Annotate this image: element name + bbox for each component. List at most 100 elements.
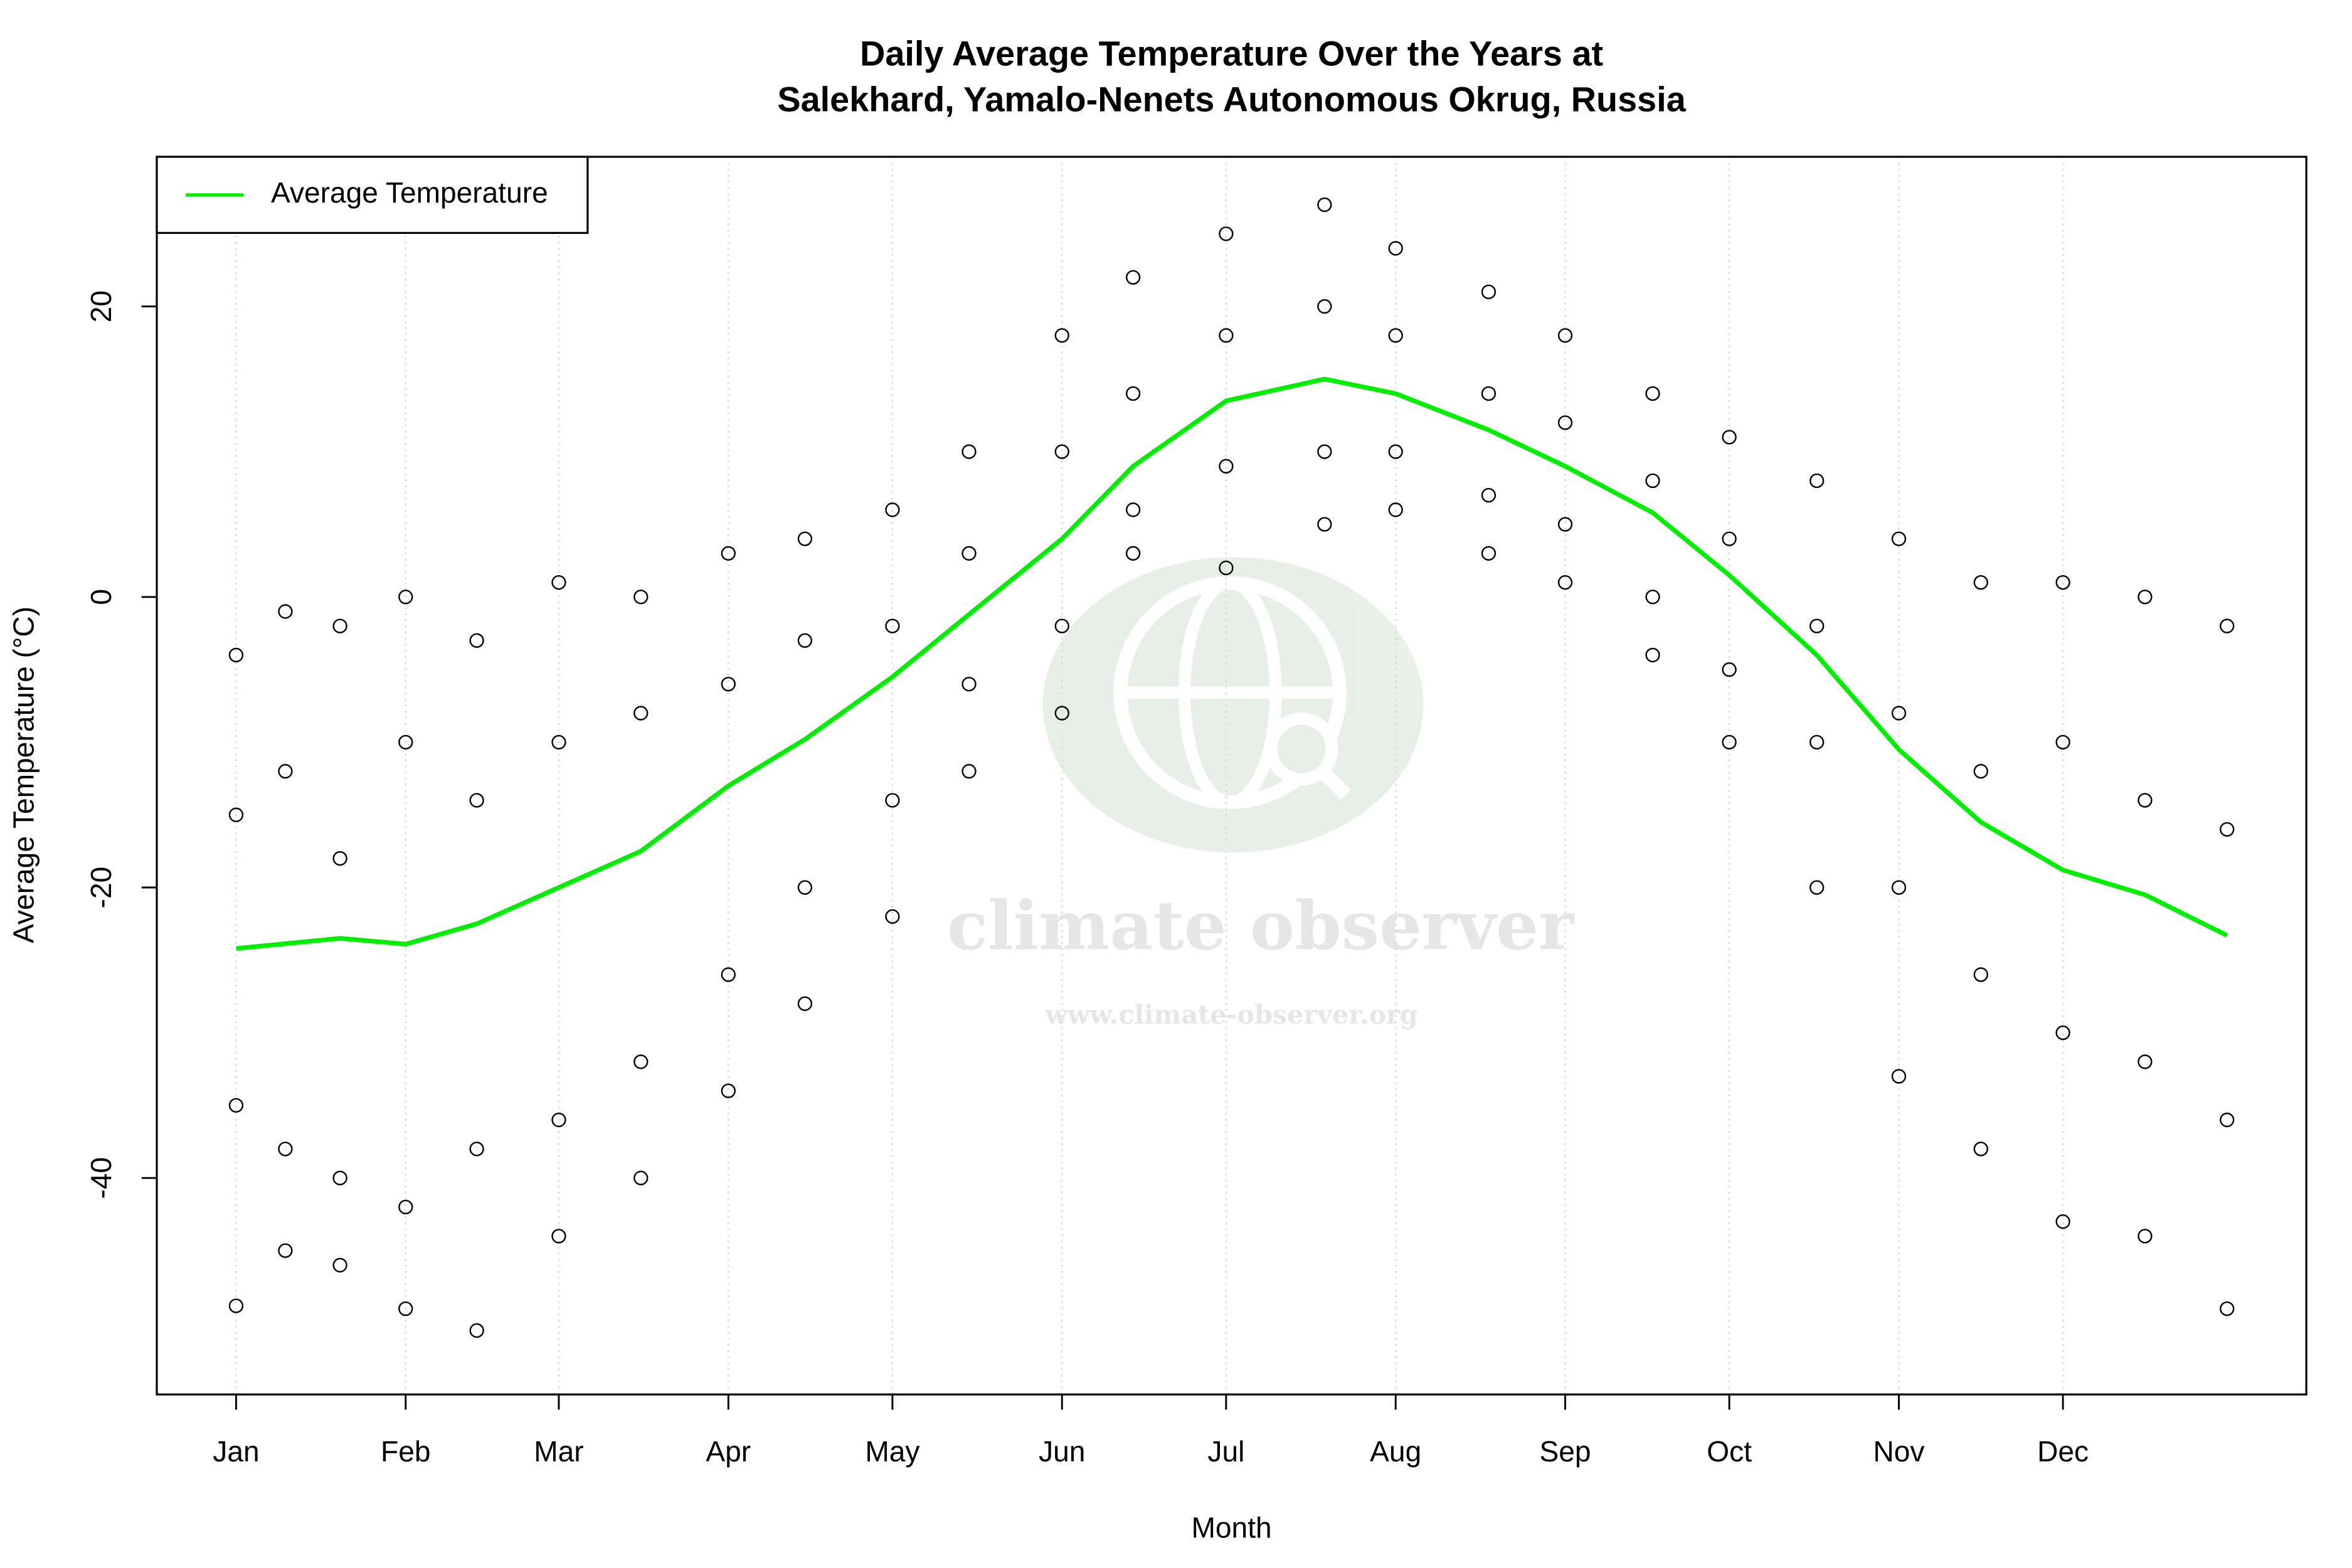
x-tick-label: Nov bbox=[1873, 1435, 1925, 1468]
data-point bbox=[961, 677, 977, 692]
data-point bbox=[797, 996, 813, 1011]
data-point bbox=[1973, 575, 1988, 590]
data-point bbox=[1557, 517, 1573, 532]
data-point bbox=[1388, 502, 1403, 517]
plot-frame bbox=[156, 156, 2307, 1396]
data-point bbox=[2137, 793, 2153, 808]
data-point bbox=[2137, 590, 2153, 605]
data-point bbox=[1809, 618, 1825, 633]
data-point bbox=[1481, 284, 1496, 300]
data-point bbox=[228, 1098, 244, 1113]
data-point bbox=[332, 1258, 347, 1273]
data-point bbox=[1125, 386, 1141, 401]
data-point bbox=[1219, 328, 1234, 343]
data-point bbox=[1809, 473, 1825, 489]
data-point bbox=[1317, 517, 1332, 532]
data-point bbox=[2055, 734, 2070, 750]
watermark-icon bbox=[1042, 557, 1424, 853]
data-point bbox=[633, 706, 649, 721]
data-point bbox=[1645, 590, 1660, 605]
data-point bbox=[885, 909, 900, 924]
x-tick-label: Aug bbox=[1370, 1435, 1421, 1468]
watermark-url: www.climate-observer.org bbox=[1045, 999, 1418, 1030]
data-point bbox=[1722, 531, 1737, 546]
data-point bbox=[469, 1142, 484, 1157]
data-point bbox=[797, 880, 813, 895]
data-point bbox=[1557, 328, 1573, 343]
y-tick-label: -20 bbox=[85, 867, 117, 909]
x-tick-label: Sep bbox=[1540, 1435, 1591, 1468]
data-point bbox=[961, 764, 977, 779]
data-point bbox=[721, 967, 736, 982]
data-point bbox=[721, 677, 736, 692]
data-point bbox=[633, 1054, 649, 1069]
data-point bbox=[332, 618, 347, 633]
data-point bbox=[1722, 430, 1737, 445]
data-point bbox=[961, 444, 977, 459]
data-point bbox=[469, 1323, 484, 1338]
data-point bbox=[551, 575, 566, 590]
data-point bbox=[885, 618, 900, 633]
x-axis-label: Month bbox=[1192, 1512, 1272, 1544]
x-tick-label: Apr bbox=[706, 1435, 751, 1468]
data-point bbox=[228, 647, 244, 663]
data-point bbox=[398, 1301, 413, 1316]
data-point bbox=[1645, 647, 1660, 663]
data-point bbox=[1388, 241, 1403, 256]
x-tick-label: Dec bbox=[2037, 1435, 2089, 1468]
x-tick-label: Jan bbox=[213, 1435, 259, 1468]
data-point bbox=[1054, 444, 1069, 459]
data-point bbox=[1125, 546, 1141, 561]
data-point bbox=[551, 1112, 566, 1128]
data-point bbox=[228, 1298, 244, 1313]
data-point bbox=[1645, 386, 1660, 401]
data-point bbox=[1891, 706, 1907, 721]
data-point bbox=[1054, 618, 1069, 633]
data-point bbox=[2055, 1214, 2070, 1229]
data-point bbox=[1891, 531, 1907, 546]
data-point bbox=[1481, 487, 1496, 503]
data-point bbox=[2055, 1025, 2070, 1041]
x-tick-label: Jul bbox=[1207, 1435, 1244, 1468]
x-tick-label: Oct bbox=[1707, 1435, 1752, 1468]
y-tick-label: 20 bbox=[85, 290, 117, 322]
data-point bbox=[2220, 1112, 2235, 1128]
data-point bbox=[885, 793, 900, 808]
data-point bbox=[469, 633, 484, 648]
data-point bbox=[633, 590, 649, 605]
data-point bbox=[278, 604, 293, 619]
data-point bbox=[1317, 299, 1332, 314]
data-point bbox=[721, 546, 736, 561]
data-point bbox=[1317, 197, 1332, 213]
x-tick-label: May bbox=[865, 1435, 919, 1468]
y-axis-label: Average Temperature (°C) bbox=[7, 607, 40, 943]
data-point bbox=[2220, 822, 2235, 837]
data-point bbox=[961, 546, 977, 561]
data-point bbox=[1557, 415, 1573, 430]
data-point bbox=[332, 851, 347, 866]
legend: Average Temperature bbox=[156, 156, 589, 234]
y-tick-label: 0 bbox=[85, 589, 117, 605]
data-point bbox=[1891, 1069, 1907, 1084]
plot-area bbox=[228, 197, 2235, 1338]
chart-title: Daily Average Temperature Over the Years… bbox=[860, 34, 1603, 73]
data-point bbox=[885, 502, 900, 517]
data-point bbox=[551, 1229, 566, 1244]
data-point bbox=[1891, 880, 1907, 895]
watermark-text: climate observer bbox=[947, 887, 1575, 965]
data-point bbox=[228, 807, 244, 822]
data-point bbox=[1388, 444, 1403, 459]
data-point bbox=[797, 633, 813, 648]
data-point bbox=[1388, 328, 1403, 343]
chart-title: Salekhard, Yamalo-Nenets Autonomous Okru… bbox=[777, 79, 1686, 119]
data-point bbox=[1219, 226, 1234, 241]
data-point bbox=[2220, 1301, 2235, 1316]
data-point bbox=[1809, 734, 1825, 750]
data-point bbox=[1219, 458, 1234, 474]
data-point bbox=[1973, 764, 1988, 779]
data-point bbox=[1481, 546, 1496, 561]
data-point bbox=[1809, 880, 1825, 895]
data-point bbox=[1557, 575, 1573, 590]
